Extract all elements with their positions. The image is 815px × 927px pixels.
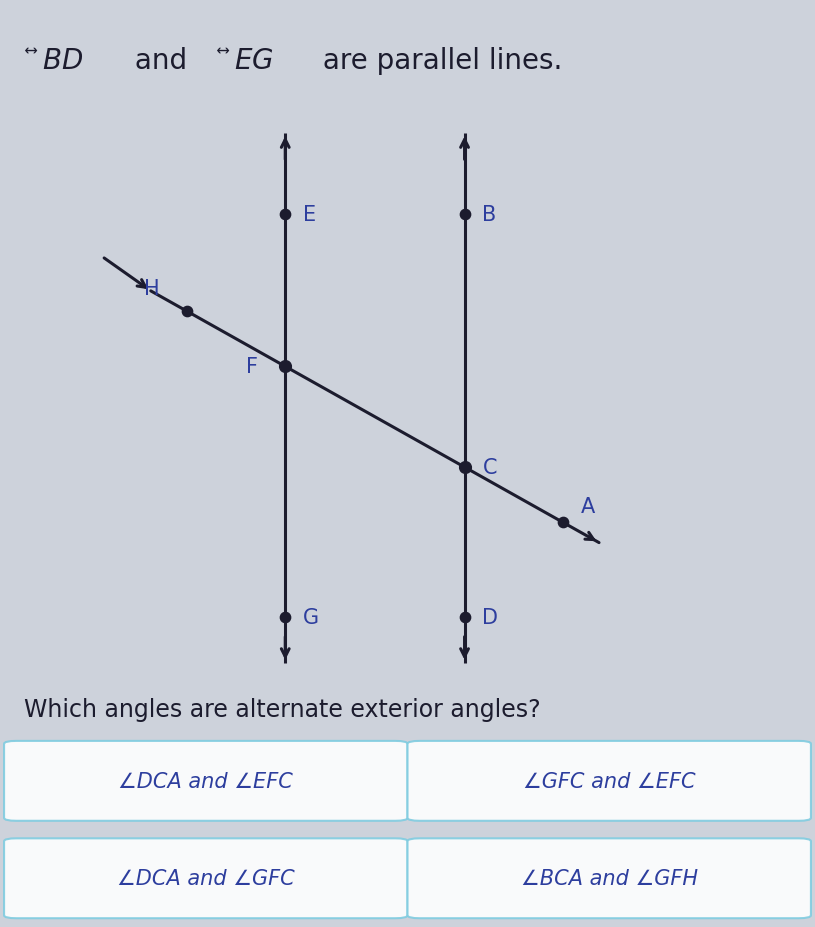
Text: and: and <box>126 47 196 75</box>
Text: ∠GFC and ∠EFC: ∠GFC and ∠EFC <box>523 771 695 791</box>
Text: H: H <box>144 279 160 299</box>
FancyBboxPatch shape <box>4 741 408 821</box>
Point <box>557 515 570 530</box>
Point <box>458 460 471 475</box>
Point <box>180 304 193 319</box>
Text: B: B <box>482 205 496 224</box>
Text: ∠DCA and ∠GFC: ∠DCA and ∠GFC <box>117 869 295 888</box>
Text: G: G <box>303 607 319 627</box>
Text: ∠DCA and ∠EFC: ∠DCA and ∠EFC <box>118 771 293 791</box>
Text: C: C <box>482 458 497 477</box>
Text: are parallel lines.: are parallel lines. <box>314 47 562 75</box>
Text: Which angles are alternate exterior angles?: Which angles are alternate exterior angl… <box>24 697 541 721</box>
Point <box>458 208 471 222</box>
Text: D: D <box>482 607 499 627</box>
FancyBboxPatch shape <box>4 838 408 919</box>
Point <box>279 208 292 222</box>
Text: A: A <box>581 497 595 516</box>
Point <box>279 610 292 625</box>
Text: $\overleftrightarrow{BD}$: $\overleftrightarrow{BD}$ <box>24 47 84 75</box>
Text: ∠BCA and ∠GFH: ∠BCA and ∠GFH <box>521 869 698 888</box>
FancyBboxPatch shape <box>408 741 811 821</box>
Text: F: F <box>246 357 258 377</box>
Point <box>458 610 471 625</box>
Text: $\overleftrightarrow{EG}$: $\overleftrightarrow{EG}$ <box>216 47 274 75</box>
Point <box>279 360 292 375</box>
FancyBboxPatch shape <box>408 838 811 919</box>
Text: E: E <box>303 205 316 224</box>
